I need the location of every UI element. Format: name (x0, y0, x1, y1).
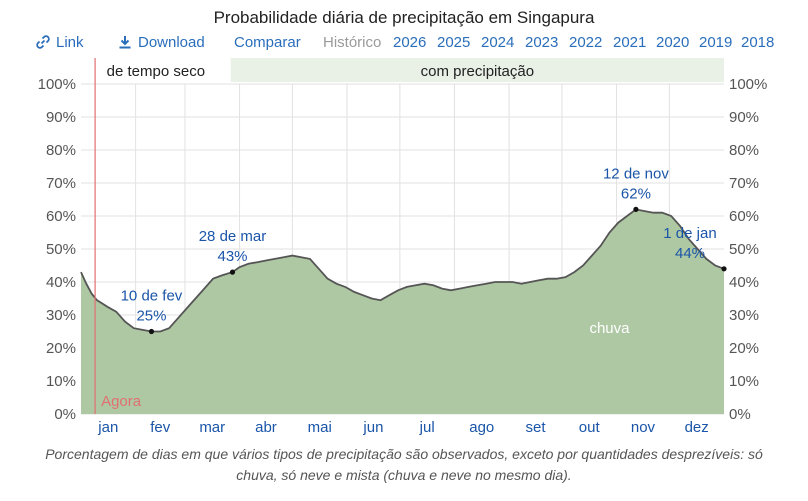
year-2018[interactable]: 2018 (741, 34, 775, 51)
link-button[interactable]: Link (36, 34, 84, 51)
y-tick-right-10: 10% (729, 373, 759, 390)
x-tick-dez: dez (685, 419, 709, 436)
season-bands: de tempo seco com precipitação (81, 58, 724, 82)
toolbar: Link Download Comparar Histórico 2026 20… (0, 34, 808, 54)
annotation-value-0: 25% (136, 308, 166, 325)
annotation-date-1: 28 de mar (199, 228, 267, 245)
annotation-value-3: 44% (675, 245, 705, 262)
band-label-0: de tempo seco (107, 63, 205, 80)
band-1 (230, 58, 724, 82)
history-label: Histórico (323, 34, 382, 51)
annotation-date-3: 1 de jan (663, 225, 716, 242)
y-tick-left-10: 10% (46, 373, 76, 390)
y-tick-left-90: 90% (46, 109, 76, 126)
band-label-1: com precipitação (421, 63, 534, 80)
annotations: 10 de fev 25% 28 de mar 43% 12 de nov 62% 1 de… (121, 165, 727, 335)
annotation-point-3 (721, 266, 727, 272)
y-tick-left-80: 80% (46, 142, 76, 159)
chart: de tempo seco com precipitação chuva Agora… (38, 58, 768, 436)
year-2024[interactable]: 2024 (481, 34, 515, 51)
y-tick-left-30: 30% (46, 307, 76, 324)
y-tick-right-60: 60% (729, 208, 759, 225)
annotation-value-1: 43% (217, 248, 247, 265)
y-tick-right-20: 20% (729, 340, 759, 357)
download-label: Download (138, 34, 205, 51)
x-tick-jul: jul (419, 419, 435, 436)
y-tick-left-40: 40% (46, 274, 76, 291)
y-tick-left-50: 50% (46, 241, 76, 258)
annotation-date-0: 10 de fev (121, 288, 183, 305)
x-tick-jun: jun (362, 419, 383, 436)
y-axis: 0% 0% 10% 10% 20% 20% 30% 30% 40% 40% 50% 50% 60% 60%… (38, 76, 768, 423)
x-tick-nov: nov (631, 419, 656, 436)
y-tick-right-50: 50% (729, 241, 759, 258)
x-tick-mai: mai (308, 419, 332, 436)
link-label: Link (56, 34, 84, 51)
y-tick-right-30: 30% (729, 307, 759, 324)
download-icon (119, 36, 131, 49)
y-tick-left-100: 100% (38, 76, 76, 93)
year-2023[interactable]: 2023 (525, 34, 559, 51)
y-tick-right-80: 80% (729, 142, 759, 159)
year-2025[interactable]: 2025 (437, 34, 471, 51)
y-tick-left-20: 20% (46, 340, 76, 357)
y-tick-left-70: 70% (46, 175, 76, 192)
annotation-point-2 (633, 206, 639, 212)
annotation-date-2: 12 de nov (603, 165, 669, 182)
year-2026[interactable]: 2026 (393, 34, 427, 51)
y-tick-right-40: 40% (729, 274, 759, 291)
x-tick-fev: fev (150, 419, 171, 436)
y-tick-left-60: 60% (46, 208, 76, 225)
compare-button[interactable]: Comparar (234, 34, 301, 51)
rain-area (80, 208, 725, 414)
year-2020[interactable]: 2020 (656, 34, 690, 51)
year-2021[interactable]: 2021 (613, 34, 647, 51)
x-axis: jan fev mar abr mai jun jul ago set out nov dez (97, 419, 708, 436)
x-tick-mar: mar (199, 419, 225, 436)
y-tick-right-70: 70% (729, 175, 759, 192)
x-tick-out: out (579, 419, 601, 436)
series-label-chuva: chuva (589, 320, 630, 337)
y-tick-left-0: 0% (54, 406, 76, 423)
link-icon (36, 35, 50, 49)
year-2019[interactable]: 2019 (699, 34, 733, 51)
x-tick-ago: ago (469, 419, 494, 436)
download-button[interactable]: Download (118, 34, 205, 51)
x-tick-set: set (525, 419, 546, 436)
rain-line (80, 208, 725, 333)
chart-caption: Porcentagem de dias em que vários tipos … (45, 446, 763, 483)
y-tick-right-100: 100% (729, 76, 767, 93)
year-2022[interactable]: 2022 (569, 34, 603, 51)
annotation-point-0 (148, 328, 155, 335)
y-tick-right-90: 90% (729, 109, 759, 126)
y-tick-right-0: 0% (729, 406, 751, 423)
annotation-point-1 (229, 269, 236, 275)
x-tick-jan: jan (97, 419, 118, 436)
chart-title: Probabilidade diária de precipitação em … (213, 8, 595, 27)
band-0 (81, 58, 231, 82)
annotation-value-2: 62% (621, 185, 651, 202)
now-label: Agora (101, 393, 142, 410)
rain-area-fill (81, 209, 724, 414)
x-tick-abr: abr (255, 419, 277, 436)
chart-overlay: chuva Agora (94, 58, 630, 414)
